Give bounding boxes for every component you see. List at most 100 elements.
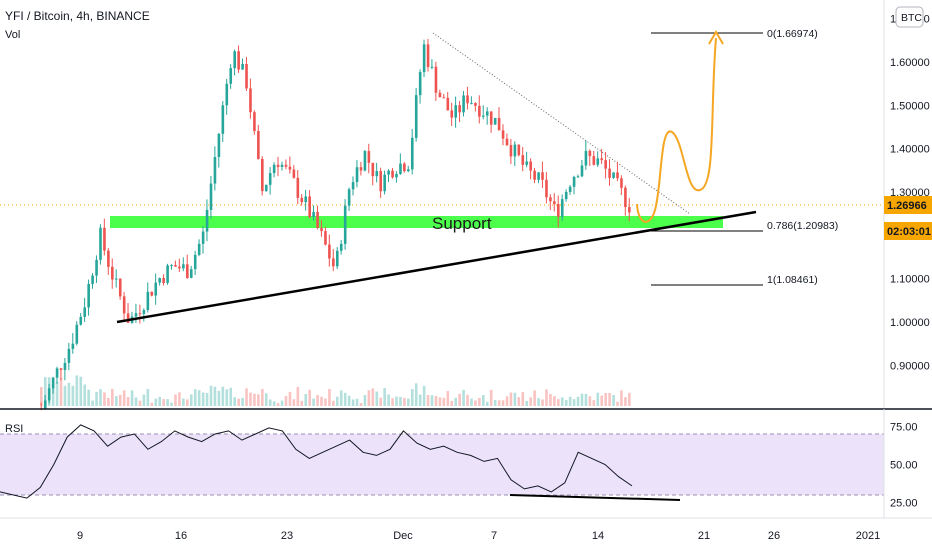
volume-bar xyxy=(545,389,548,406)
volume-bar xyxy=(612,394,615,406)
volume-bar xyxy=(485,401,489,406)
volume-bar xyxy=(497,400,501,406)
volume-bar xyxy=(489,389,493,406)
fib-level-0786-label: 0.786(1.20983) xyxy=(767,220,838,232)
volume-bar xyxy=(383,388,386,406)
candle-body xyxy=(624,187,627,208)
rsi-tick-label: 75.00 xyxy=(890,421,918,433)
volume-bar xyxy=(245,388,248,406)
volume-bar xyxy=(580,393,584,406)
volume-bar xyxy=(138,400,142,406)
candle-body xyxy=(67,348,71,363)
price-tick-label: 1.60000 xyxy=(890,57,930,69)
candle-body xyxy=(75,324,79,344)
candle-body xyxy=(553,201,556,205)
volume-bar xyxy=(576,396,580,406)
rsi-band xyxy=(0,434,884,495)
candle-body xyxy=(253,112,256,132)
candle-body xyxy=(572,176,576,187)
candle-body xyxy=(541,172,544,180)
volume-bar xyxy=(513,392,517,406)
volume-bar xyxy=(572,399,576,406)
volume-bar xyxy=(217,390,221,406)
candle-body xyxy=(564,191,568,200)
candle-body xyxy=(375,171,379,177)
volume-bar xyxy=(351,399,355,406)
volume-bar xyxy=(122,390,126,406)
volume-bar xyxy=(525,400,529,406)
candle-body xyxy=(426,44,430,68)
volume-bar xyxy=(272,401,276,406)
volume-bar xyxy=(462,389,465,406)
volume-bar xyxy=(442,397,446,406)
candle-body xyxy=(588,150,592,157)
candle-body xyxy=(545,179,548,198)
candle-body xyxy=(51,377,55,389)
volume-bar xyxy=(446,391,450,406)
symbol-line: YFI / Bitcoin, 4h, BINANCE xyxy=(5,9,150,23)
volume-bar xyxy=(233,397,236,406)
candle-body xyxy=(237,51,240,70)
candle-body xyxy=(288,166,292,170)
candle-body xyxy=(205,209,209,232)
rsi-divergence-line xyxy=(509,494,681,501)
time-tick-label: 9 xyxy=(77,530,83,542)
candle-body xyxy=(525,161,529,165)
candle-body xyxy=(580,165,584,177)
candle-body xyxy=(245,64,248,89)
candle-body xyxy=(399,163,402,174)
candle-body xyxy=(142,310,146,314)
currency-button-label[interactable]: BTC xyxy=(901,12,922,24)
volume-bar xyxy=(229,387,233,406)
volume-bar xyxy=(174,394,177,406)
volume-bar xyxy=(359,403,363,406)
candle-body xyxy=(422,44,426,73)
candle-body xyxy=(209,183,213,210)
candle-body xyxy=(367,151,371,163)
volume-bar xyxy=(114,396,118,406)
volume-bar xyxy=(564,400,568,406)
volume-bar xyxy=(328,389,331,406)
candle-body xyxy=(182,264,185,269)
currency-button[interactable] xyxy=(895,6,924,28)
candle-body xyxy=(146,291,150,311)
volume-bar xyxy=(478,398,481,406)
candle-body xyxy=(482,115,485,117)
volume-bar xyxy=(40,387,43,406)
volume-bar xyxy=(549,393,552,406)
candle-body xyxy=(604,160,607,169)
time-axis: 9 16 23 Dec 7 14 21 26 2021 xyxy=(77,530,880,542)
candle-body xyxy=(312,211,315,218)
volume-bar xyxy=(126,397,130,406)
candle-body xyxy=(328,244,331,259)
price-axis: 0.900001.000001.100001.200001.300001.400… xyxy=(890,14,930,373)
candle-body xyxy=(150,291,154,296)
volume-bar xyxy=(438,397,442,406)
projection-arrowhead xyxy=(708,30,724,45)
candle-body xyxy=(489,111,493,125)
candle-body xyxy=(446,97,450,111)
candle-body xyxy=(225,83,229,106)
volume-bar xyxy=(134,397,138,406)
volume-bar xyxy=(67,382,71,406)
volume-bar xyxy=(395,396,398,406)
candle-body xyxy=(162,278,165,283)
candle-body xyxy=(513,144,517,157)
volume-bar xyxy=(588,396,592,406)
candle-body xyxy=(63,362,67,370)
candle-body xyxy=(410,137,414,170)
price-tick-label: 1.10000 xyxy=(890,274,930,286)
volume-bar xyxy=(339,390,343,406)
candle-body xyxy=(170,265,173,267)
volume-bar xyxy=(620,390,623,406)
volume-bar xyxy=(264,393,268,406)
candle-body xyxy=(407,169,410,172)
volume-bars xyxy=(40,375,631,406)
volume-bar xyxy=(59,377,63,406)
candle-body xyxy=(249,88,252,113)
candle-body xyxy=(103,227,106,251)
candle-body xyxy=(308,196,311,218)
candle-body xyxy=(501,130,505,139)
candle-body xyxy=(217,133,221,158)
candle-body xyxy=(549,197,552,202)
